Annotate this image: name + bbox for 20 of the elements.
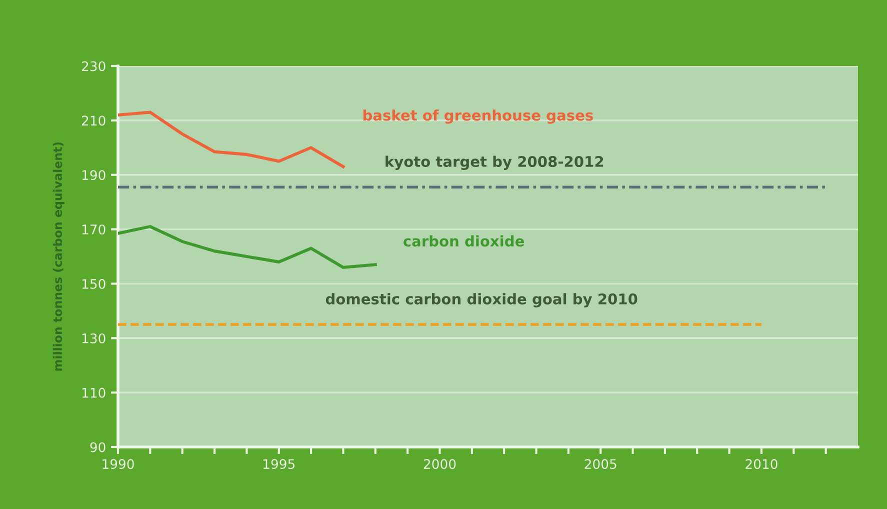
series-label: kyoto target by 2008-2012 bbox=[386, 156, 604, 170]
y-axis-title: million tonnes (carbon equivalent) bbox=[52, 142, 64, 371]
y-tick-label: 150 bbox=[82, 278, 106, 289]
text: basket of greenhouse gases bbox=[363, 109, 593, 124]
y-tick-label: 130 bbox=[82, 333, 106, 344]
x-tick-label: 1995 bbox=[264, 459, 295, 470]
x-tick-label: 2010 bbox=[746, 459, 778, 470]
y-tick-label: 90 bbox=[90, 442, 106, 452]
y-tick-label: 230 bbox=[82, 61, 106, 72]
y-tick-label: 110 bbox=[82, 388, 106, 398]
x-tick-label: 1990 bbox=[102, 459, 134, 470]
x-tick-label: 2005 bbox=[584, 459, 616, 470]
y-tick-label: 170 bbox=[82, 224, 106, 234]
line-series bbox=[118, 225, 377, 269]
series-label: domestic carbon dioxide goal by 2010 bbox=[326, 293, 638, 308]
x-tick-label: 2000 bbox=[424, 459, 456, 470]
y-tick-label: 190 bbox=[82, 170, 106, 180]
line-series bbox=[118, 110, 345, 168]
text: carbon dioxide bbox=[404, 235, 524, 247]
y-tick-label: 210 bbox=[82, 116, 106, 126]
